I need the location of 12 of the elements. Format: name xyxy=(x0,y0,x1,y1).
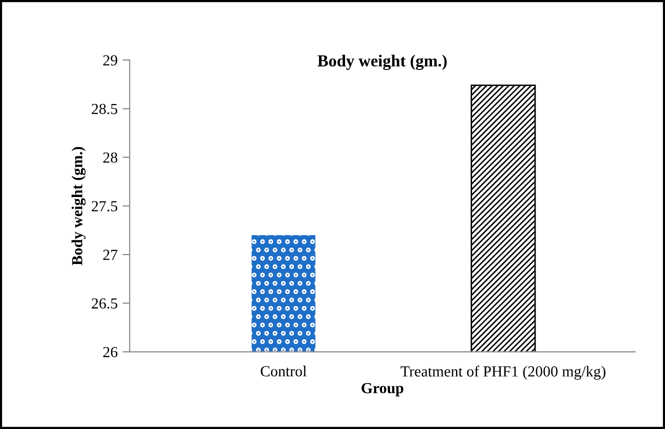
x-axis-title: Group xyxy=(362,382,404,396)
y-tick-label: 27.5 xyxy=(92,201,118,212)
y-axis-title: Body weight (gm.) xyxy=(72,146,86,266)
x-tick-label: Treatment of PHF1 (2000 mg/kg) xyxy=(400,366,606,380)
y-tick-label: 26.5 xyxy=(92,298,118,309)
y-tick-label: 28.5 xyxy=(92,104,118,114)
y-tick-label: 28 xyxy=(103,152,118,163)
y-tick-label: 27 xyxy=(103,250,118,260)
y-tick-label: 29 xyxy=(103,55,118,66)
x-tick-label: Control xyxy=(260,366,307,376)
chart-title: Body weight (gm.) xyxy=(318,54,447,70)
y-tick-label: 26 xyxy=(103,346,118,358)
